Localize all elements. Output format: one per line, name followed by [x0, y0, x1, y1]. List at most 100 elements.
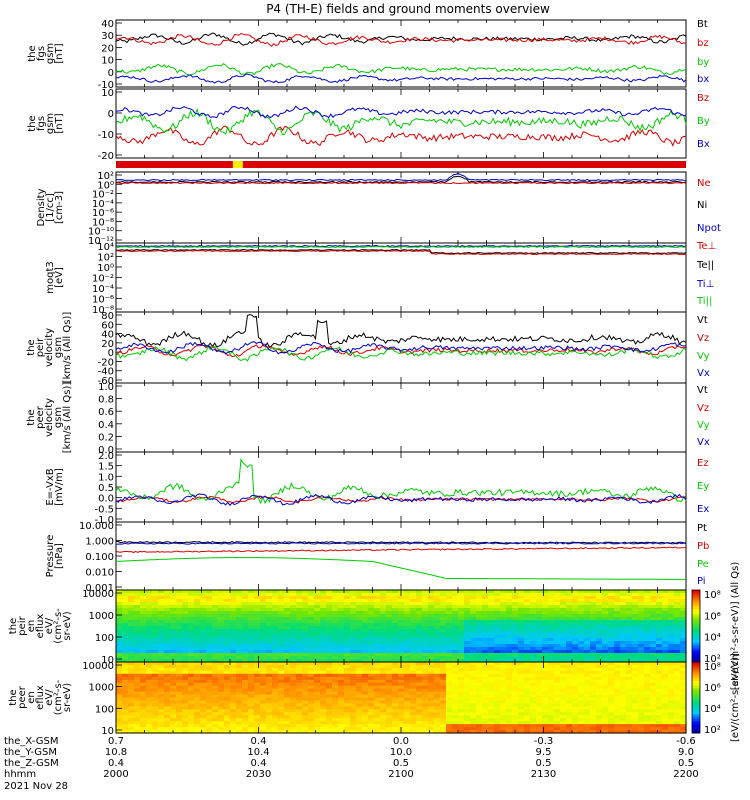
heat-cell — [182, 602, 189, 606]
legend-p6-Vz: Vz — [697, 403, 709, 414]
heat-cell — [506, 602, 513, 606]
heat-cell — [332, 596, 339, 600]
heat-cell — [314, 644, 321, 648]
heat-cell — [440, 632, 447, 636]
heat-cell — [158, 656, 165, 660]
heat-cell — [578, 635, 585, 639]
heat-cell — [176, 659, 183, 663]
heat-cell — [422, 620, 429, 624]
heat-cell — [140, 638, 147, 642]
heat-cell — [152, 712, 159, 716]
heat-cell — [122, 656, 129, 660]
heat-cell — [200, 715, 207, 719]
heat-cell — [152, 635, 159, 639]
heat-cell — [146, 659, 153, 663]
heat-cell — [140, 602, 147, 606]
heat-cell — [464, 635, 471, 639]
heat-cell — [650, 653, 657, 657]
heat-cell — [218, 641, 225, 645]
heat-cell — [410, 644, 417, 648]
heat-cell — [152, 691, 159, 696]
heat-cell — [188, 605, 195, 609]
heat-cell — [536, 632, 543, 636]
heat-cell — [158, 730, 165, 734]
heat-cell — [578, 632, 585, 636]
heat-cell — [530, 596, 537, 600]
heat-cell — [134, 638, 141, 642]
heat-cell — [320, 638, 327, 642]
heat-cell — [152, 623, 159, 627]
heat-cell — [410, 611, 417, 615]
heat-cell — [236, 647, 243, 651]
heat-cell — [176, 656, 183, 660]
heat-cell — [434, 659, 441, 663]
heat-cell — [128, 730, 135, 734]
heat-cell — [602, 653, 609, 657]
heat-cell — [518, 605, 525, 609]
ylabel-p9-0: the — [8, 618, 19, 634]
heat-cell — [458, 611, 465, 615]
heat-cell — [650, 623, 657, 627]
heat-cell — [368, 653, 375, 657]
heat-cell — [656, 602, 663, 606]
heat-cell — [452, 623, 459, 627]
heat-cell — [560, 620, 567, 624]
heat-cell — [266, 626, 273, 630]
heat-cell — [260, 653, 267, 657]
series-p4-2 — [115, 248, 687, 255]
heat-cell — [152, 667, 159, 672]
heat-cell — [134, 635, 141, 639]
heat-cell — [518, 635, 525, 639]
heat-cell — [200, 694, 207, 699]
heat-cell — [254, 629, 261, 633]
heat-cell — [578, 629, 585, 633]
heat-cell — [560, 590, 567, 594]
heat-cell — [662, 602, 669, 606]
heat-cell — [176, 712, 183, 716]
heat-cell — [314, 614, 321, 618]
series-p2-Bx — [115, 105, 687, 119]
heat-cell — [362, 650, 369, 654]
heat-cell — [386, 620, 393, 624]
heat-cell — [446, 632, 453, 636]
heat-cell — [128, 635, 135, 639]
heat-cell — [272, 617, 279, 621]
heat-cell — [644, 659, 651, 663]
heat-cell — [428, 638, 435, 642]
panel-frame-p6 — [115, 382, 687, 453]
heat-cell — [170, 682, 177, 687]
heat-cell — [578, 656, 585, 660]
heat-cell — [458, 638, 465, 642]
heat-cell — [278, 647, 285, 651]
heat-cell — [338, 596, 345, 600]
ytick-label-p9-1: 1000 — [89, 611, 114, 622]
heat-cell — [500, 641, 507, 645]
heat-cell — [188, 608, 195, 612]
heat-cell — [602, 635, 609, 639]
heat-cell — [212, 667, 219, 672]
heat-cell — [680, 623, 687, 627]
heat-cell — [500, 590, 507, 594]
heat-cell — [680, 593, 687, 597]
heat-cell — [134, 659, 141, 663]
heat-cell — [128, 659, 135, 663]
heat-cell — [506, 638, 513, 642]
heat-cell — [638, 641, 645, 645]
heat-cell — [188, 685, 195, 690]
heat-cell — [326, 614, 333, 618]
heat-cell — [374, 623, 381, 627]
heat-cell — [464, 632, 471, 636]
heat-cell — [182, 727, 189, 731]
heat-cell — [176, 623, 183, 627]
heat-cell — [344, 656, 351, 660]
heat-cell — [428, 653, 435, 657]
heat-cell — [146, 593, 153, 597]
heat-cell — [452, 632, 459, 636]
heat-cell — [374, 602, 381, 606]
heat-cell — [482, 635, 489, 639]
heat-cell — [152, 727, 159, 731]
heat-cell — [212, 715, 219, 719]
heat-cell — [164, 614, 171, 618]
heat-cell — [518, 626, 525, 630]
